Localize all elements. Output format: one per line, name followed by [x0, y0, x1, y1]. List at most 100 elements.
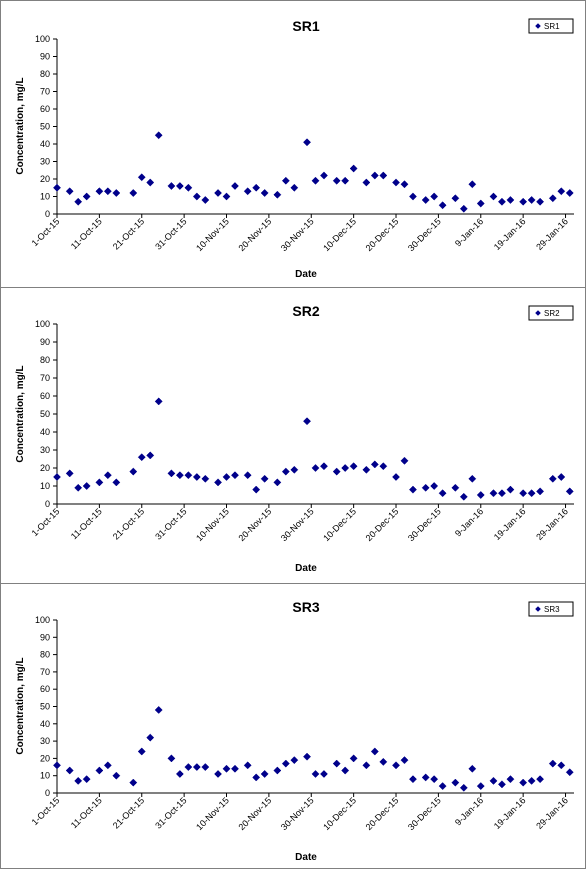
data-point [222, 764, 231, 773]
data-point [362, 465, 371, 474]
data-point [95, 478, 104, 487]
data-point [214, 478, 222, 487]
data-point [103, 187, 112, 196]
y-tick-label: 40 [40, 719, 50, 729]
data-point [252, 773, 261, 782]
data-point [489, 489, 498, 498]
data-point [557, 187, 566, 196]
y-tick-label: 0 [45, 499, 50, 509]
data-point [252, 485, 261, 494]
legend: SR1 [528, 18, 574, 34]
data-point [311, 770, 320, 778]
data-point [112, 189, 121, 197]
chart-sr1: SR1 Concentration, mg/L Date 0 10 20 30 40 50 60 7… [15, 18, 574, 280]
chart-panel-sr3: SR3 Concentration, mg/L Date 0 10 20 30 40 50 60 7… [0, 583, 586, 869]
x-tick-label: 20-Nov-15 [237, 795, 274, 832]
x-tick-label: 10-Nov-15 [194, 216, 231, 253]
data-point [201, 763, 210, 772]
y-tick-label: 90 [40, 632, 50, 642]
y-tick-label: 10 [40, 771, 50, 781]
x-tick-label: 9-Jan-16 [453, 216, 485, 248]
data-point [476, 199, 485, 208]
data-point [379, 171, 388, 180]
data-point [548, 474, 557, 483]
legend-box [528, 18, 574, 34]
data-point [53, 473, 61, 481]
x-axis-label: Date [295, 269, 317, 280]
data-point [370, 747, 379, 756]
x-tick-label: 9-Jan-16 [453, 795, 485, 827]
data-point [95, 187, 104, 196]
data-point [536, 197, 545, 206]
data-point [341, 176, 350, 185]
data-point [146, 451, 155, 460]
data-point [129, 467, 138, 476]
x-tick-label: 11-Oct-15 [69, 506, 104, 541]
y-tick-label: 50 [40, 409, 50, 419]
data-point [184, 471, 193, 480]
data-point [362, 761, 371, 770]
data-point [519, 197, 528, 206]
y-tick-label: 40 [40, 427, 50, 437]
data-point [303, 752, 311, 761]
data-point [290, 465, 299, 474]
data-point [341, 464, 350, 472]
data-point [498, 780, 506, 789]
y-tick-label: 0 [45, 209, 50, 219]
data-point [392, 473, 400, 481]
x-axis-label: Date [295, 563, 317, 574]
y-tick-label: 60 [40, 684, 50, 694]
data-point [476, 782, 485, 791]
y-tick-label: 100 [35, 34, 50, 44]
y-tick-label: 20 [40, 753, 50, 763]
chart-panel-sr2: SR2 Concentration, mg/L Date 0 10 20 30 40 50 60 7… [0, 287, 586, 584]
data-point [527, 196, 536, 204]
x-tick-label: 30-Dec-15 [406, 795, 443, 832]
data-point [557, 761, 566, 770]
y-tick-label: 90 [40, 52, 50, 62]
data-point [311, 176, 320, 185]
y-tick-label: 80 [40, 69, 50, 79]
data-point [243, 761, 252, 770]
data-point [192, 473, 201, 481]
data-point [409, 775, 417, 784]
data-point [370, 460, 379, 469]
data-point [451, 483, 460, 492]
y-axis-label: Concentration, mg/L [15, 77, 26, 174]
y-axis-label: Concentration, mg/L [15, 657, 26, 754]
data-point [273, 190, 282, 199]
x-tick-label: 20-Nov-15 [237, 506, 274, 543]
data-point [430, 482, 439, 490]
data-point [468, 764, 477, 773]
data-point [349, 164, 358, 173]
x-tick-label: 30-Nov-15 [279, 506, 316, 543]
data-point [565, 487, 574, 496]
data-point [392, 178, 400, 187]
legend-label: SR2 [544, 309, 560, 318]
data-point [146, 178, 155, 187]
data-point [303, 138, 311, 147]
chart-panel-sr1: SR1 Concentration, mg/L Date 0 10 20 30 40 50 60 7… [0, 0, 586, 288]
data-point [468, 180, 477, 189]
x-tick-label: 20-Dec-15 [364, 795, 401, 832]
y-tick-label: 10 [40, 481, 50, 491]
x-tick-label: 11-Oct-15 [69, 216, 104, 251]
data-point [82, 192, 91, 201]
data-point [349, 754, 358, 763]
x-tick-label: 20-Dec-15 [364, 216, 401, 253]
y-tick-label: 30 [40, 736, 50, 746]
data-point [519, 778, 528, 787]
data-point [281, 467, 290, 476]
data-point [243, 471, 252, 480]
data-point [379, 462, 388, 471]
data-point [231, 764, 239, 773]
data-point [498, 489, 506, 498]
data-point [260, 474, 269, 483]
data-point [129, 189, 138, 197]
y-tick-label: 50 [40, 122, 50, 132]
data-point [565, 768, 574, 777]
data-point [214, 770, 222, 778]
data-point [430, 775, 439, 784]
data-point [430, 192, 439, 201]
data-point [252, 183, 261, 192]
